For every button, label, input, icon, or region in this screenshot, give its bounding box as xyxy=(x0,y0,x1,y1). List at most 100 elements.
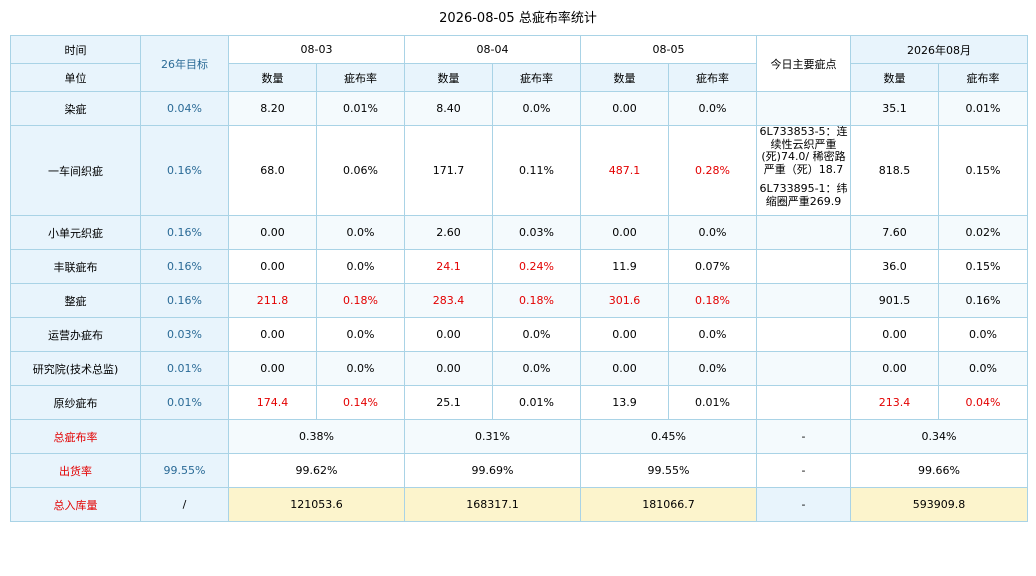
main-defects-cell xyxy=(756,91,851,126)
qty-cell: 301.6 xyxy=(580,283,669,318)
month-qty-cell: 36.0 xyxy=(850,249,939,284)
table-row: 一车间织疵 0.16% 68.0 0.06% 171.7 0.11% 487.1… xyxy=(10,125,1028,216)
qty-cell: 11.9 xyxy=(580,249,669,284)
qty-cell: 2.60 xyxy=(404,215,493,250)
qty-header: 数量 xyxy=(404,63,493,92)
qty-header: 数量 xyxy=(228,63,317,92)
qty-cell: 13.9 xyxy=(580,385,669,420)
qty-header: 数量 xyxy=(580,63,669,92)
target-cell: 0.03% xyxy=(140,317,229,352)
qty-cell: 8.40 xyxy=(404,91,493,126)
month-header: 2026年08月 xyxy=(850,35,1028,64)
target-cell: 0.04% xyxy=(140,91,229,126)
qty-cell: 0.00 xyxy=(580,215,669,250)
rate-cell: 0.18% xyxy=(668,283,757,318)
table-row: 研究院(技术总监) 0.01% 0.00 0.0% 0.00 0.0% 0.00… xyxy=(10,351,1028,386)
main-defects-cell xyxy=(756,351,851,386)
row-label: 染疵 xyxy=(10,91,141,126)
qty-cell: 0.00 xyxy=(580,351,669,386)
month-rate-cell: 0.15% xyxy=(938,125,1028,216)
rate-cell: 0.0% xyxy=(492,91,581,126)
qty-cell: 0.00 xyxy=(228,317,317,352)
report-title: 2026-08-05 总疵布率统计 xyxy=(439,11,597,26)
qty-cell: 0.00 xyxy=(228,351,317,386)
rate-cell: 0.14% xyxy=(316,385,405,420)
month-rate-cell: 0.0% xyxy=(938,351,1028,386)
table-row: 丰联疵布 0.16% 0.00 0.0% 24.1 0.24% 11.9 0.0… xyxy=(10,249,1028,284)
qty-cell: 171.7 xyxy=(404,125,493,216)
qty-cell: 211.8 xyxy=(228,283,317,318)
summary-cell: 99.62% xyxy=(228,453,405,488)
summary-cell: 168317.1 xyxy=(404,487,581,522)
row-label: 小单元织疵 xyxy=(10,215,141,250)
unit-label: 单位 xyxy=(10,63,141,92)
month-qty-cell: 7.60 xyxy=(850,215,939,250)
rate-header: 疵布率 xyxy=(668,63,757,92)
row-label: 总疵布率 xyxy=(10,419,141,454)
time-label: 时间 xyxy=(10,35,141,64)
qty-cell: 0.00 xyxy=(580,317,669,352)
target-cell: 0.01% xyxy=(140,385,229,420)
qty-cell: 24.1 xyxy=(404,249,493,284)
row-label: 出货率 xyxy=(10,453,141,488)
row-label: 运营办疵布 xyxy=(10,317,141,352)
main-defects-cell xyxy=(756,385,851,420)
rate-cell: 0.01% xyxy=(316,91,405,126)
month-rate-cell: 0.15% xyxy=(938,249,1028,284)
rate-cell: 0.0% xyxy=(316,215,405,250)
rate-cell: 0.0% xyxy=(316,317,405,352)
defect-note: 6L733853-5：连续性云织严重(死)74.0/ 稀密路严重（死）18.7 xyxy=(759,125,848,176)
main-defects-cell xyxy=(756,283,851,318)
month-qty-cell: 0.00 xyxy=(850,317,939,352)
header-row-columns: 单位 数量 疵布率 数量 疵布率 数量 疵布率 数量 疵布率 xyxy=(10,63,1028,92)
qty-cell: 174.4 xyxy=(228,385,317,420)
main-defects-cell xyxy=(756,317,851,352)
rate-cell: 0.11% xyxy=(492,125,581,216)
summary-cell: 181066.7 xyxy=(580,487,757,522)
qty-cell: 0.00 xyxy=(228,249,317,284)
qty-header: 数量 xyxy=(850,63,939,92)
month-qty-cell: 818.5 xyxy=(850,125,939,216)
target-cell: 0.16% xyxy=(140,283,229,318)
month-rate-cell: 0.02% xyxy=(938,215,1028,250)
month-rate-cell: 0.16% xyxy=(938,283,1028,318)
main-defects-cell: - xyxy=(756,453,851,488)
header-row-dates: 时间 26年目标 08-03 08-04 08-05 今日主要疵点 2026年0… xyxy=(10,35,1028,92)
table-row: 染疵 0.04% 8.20 0.01% 8.40 0.0% 0.00 0.0% … xyxy=(10,91,1028,126)
qty-cell: 283.4 xyxy=(404,283,493,318)
month-rate-cell: 0.0% xyxy=(938,317,1028,352)
row-label: 原纱疵布 xyxy=(10,385,141,420)
rate-cell: 0.01% xyxy=(668,385,757,420)
qty-cell: 8.20 xyxy=(228,91,317,126)
summary-month-cell: 99.66% xyxy=(850,453,1028,488)
row-label: 一车间织疵 xyxy=(10,125,141,216)
target-cell: 0.16% xyxy=(140,249,229,284)
rate-cell: 0.28% xyxy=(668,125,757,216)
main-defects-cell: - xyxy=(756,419,851,454)
target-header: 26年目标 xyxy=(140,35,229,92)
table-row: 整疵 0.16% 211.8 0.18% 283.4 0.18% 301.6 0… xyxy=(10,283,1028,318)
target-cell: 0.16% xyxy=(140,125,229,216)
rate-cell: 0.0% xyxy=(668,215,757,250)
summary-cell: 0.45% xyxy=(580,419,757,454)
target-cell: 99.55% xyxy=(140,453,229,488)
main-defects-cell: - xyxy=(756,487,851,522)
month-rate-cell: 0.04% xyxy=(938,385,1028,420)
target-cell xyxy=(140,419,229,454)
row-label: 研究院(技术总监) xyxy=(10,351,141,386)
main-defects-cell xyxy=(756,249,851,284)
target-cell: / xyxy=(140,487,229,522)
main-defects-cell xyxy=(756,215,851,250)
summary-row-shipment-rate: 出货率 99.55% 99.62% 99.69% 99.55% - 99.66% xyxy=(10,453,1028,488)
date-header-0805: 08-05 xyxy=(580,35,757,64)
row-label: 总入库量 xyxy=(10,487,141,522)
rate-header: 疵布率 xyxy=(938,63,1028,92)
qty-cell: 68.0 xyxy=(228,125,317,216)
date-header-0803: 08-03 xyxy=(228,35,405,64)
summary-cell: 121053.6 xyxy=(228,487,405,522)
qty-cell: 0.00 xyxy=(228,215,317,250)
rate-cell: 0.0% xyxy=(316,351,405,386)
summary-row-total-rate: 总疵布率 0.38% 0.31% 0.45% - 0.34% xyxy=(10,419,1028,454)
rate-cell: 0.18% xyxy=(492,283,581,318)
main-defects-header: 今日主要疵点 xyxy=(756,35,851,92)
